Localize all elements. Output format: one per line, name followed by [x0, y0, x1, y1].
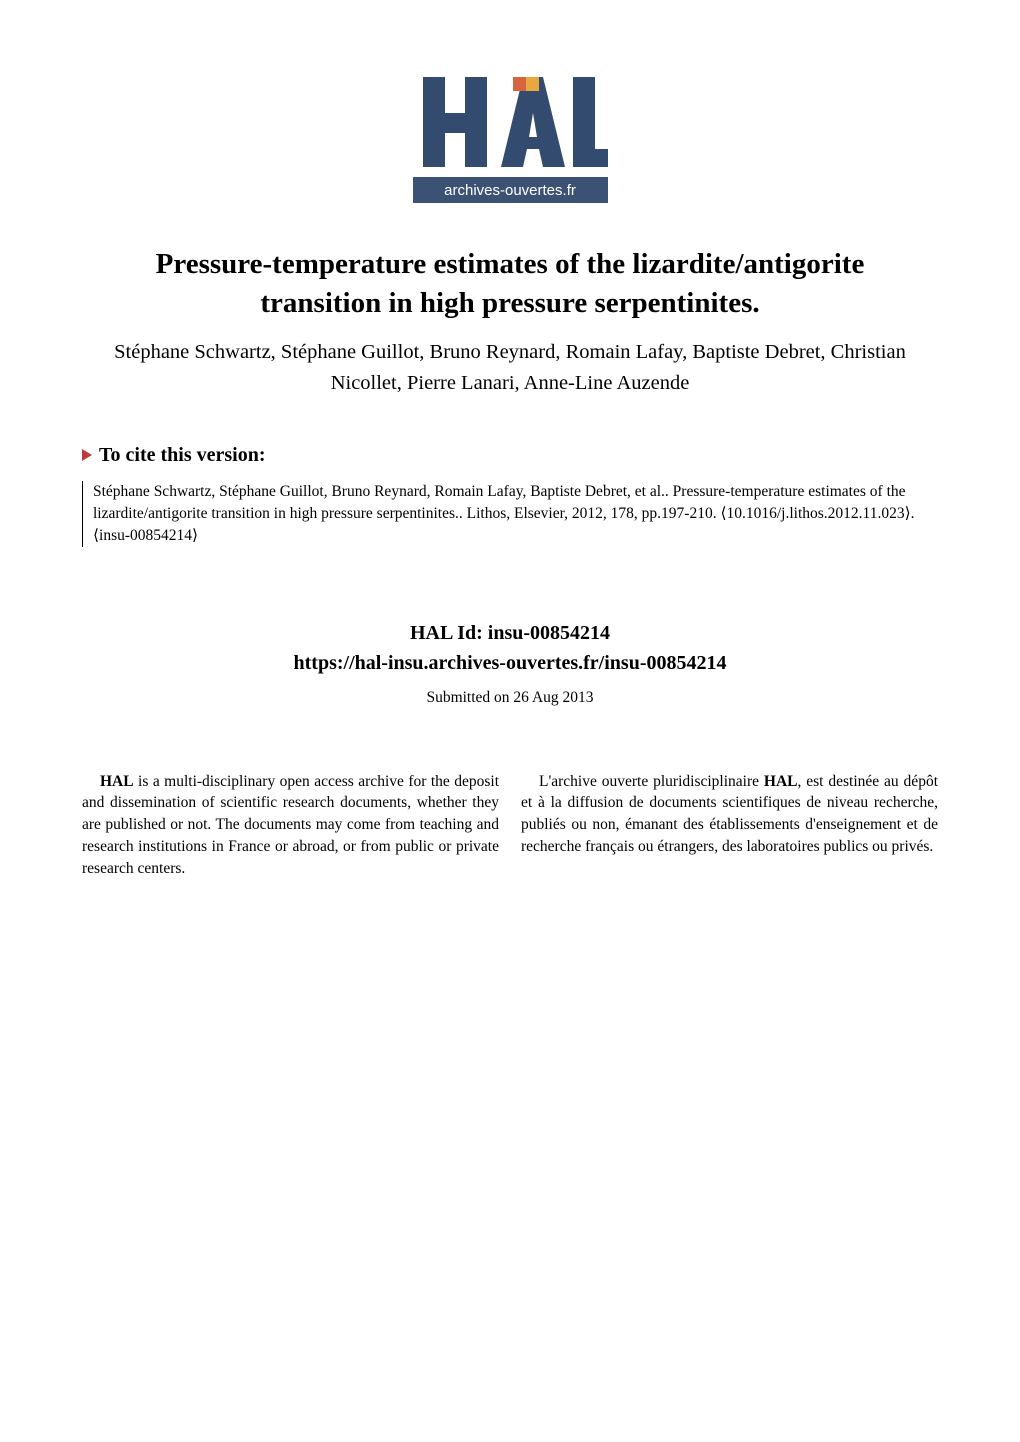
cite-triangle-icon [82, 449, 92, 461]
desc-left-text: is a multi-disciplinary open access arch… [82, 773, 499, 877]
cite-section: To cite this version: Stéphane Schwartz,… [0, 444, 1020, 547]
hal-id-label: HAL Id: insu-00854214 [0, 622, 1020, 645]
submitted-date: Submitted on 26 Aug 2013 [0, 689, 1020, 707]
title-block: Pressure-temperature estimates of the li… [0, 245, 1020, 399]
desc-left-bold: HAL [100, 773, 134, 790]
logo-tagline: archives-ouvertes.fr [444, 182, 576, 199]
cite-body: Stéphane Schwartz, Stéphane Guillot, Bru… [82, 481, 938, 547]
hal-logo-container: archives-ouvertes.fr [0, 0, 1020, 245]
hal-url[interactable]: https://hal-insu.archives-ouvertes.fr/in… [0, 652, 1020, 675]
paper-title: Pressure-temperature estimates of the li… [110, 245, 910, 323]
hal-id-section: HAL Id: insu-00854214 https://hal-insu.a… [0, 622, 1020, 707]
paper-authors: Stéphane Schwartz, Stéphane Guillot, Bru… [110, 337, 910, 399]
cite-header: To cite this version: [82, 444, 938, 467]
hal-logo: archives-ouvertes.fr [413, 65, 608, 210]
desc-right-bold: HAL [764, 773, 798, 790]
description-left: HAL is a multi-disciplinary open access … [82, 771, 499, 879]
desc-right-pre: L'archive ouverte pluridisciplinaire [539, 773, 764, 790]
description-columns: HAL is a multi-disciplinary open access … [0, 771, 1020, 879]
description-right: L'archive ouverte pluridisciplinaire HAL… [521, 771, 938, 879]
cite-header-text: To cite this version: [99, 444, 265, 467]
hal-logo-svg: archives-ouvertes.fr [413, 65, 608, 205]
